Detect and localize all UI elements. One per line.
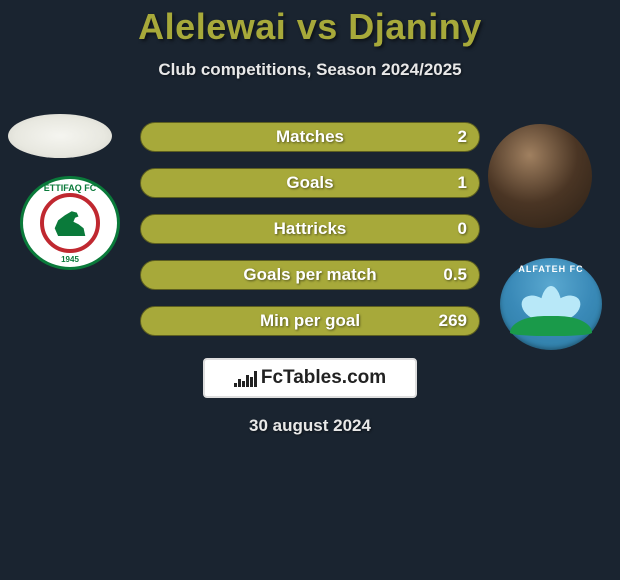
horse-icon [53, 210, 87, 236]
team-left-name: ETTIFAQ FC [44, 183, 97, 193]
page-title: Alelewai vs Djaniny [0, 0, 620, 48]
stat-label: Matches [276, 127, 344, 147]
bars-icon [234, 369, 257, 387]
team-right-band [510, 316, 592, 336]
page-subtitle: Club competitions, Season 2024/2025 [0, 60, 620, 80]
team-left-year: 1945 [61, 255, 79, 264]
stat-row: Matches 2 [140, 122, 480, 152]
team-left-logo: ETTIFAQ FC 1945 [20, 176, 120, 270]
stat-right-value: 2 [458, 127, 467, 147]
stat-label: Min per goal [260, 311, 360, 331]
stat-label: Goals [286, 173, 333, 193]
team-left-logo-inner [40, 193, 100, 253]
stat-right-value: 1 [458, 173, 467, 193]
snapshot-date: 30 august 2024 [0, 416, 620, 436]
team-right-logo: ALFATEH FC [500, 258, 602, 350]
stat-row: Min per goal 269 [140, 306, 480, 336]
stat-row: Goals per match 0.5 [140, 260, 480, 290]
stat-right-value: 0.5 [443, 265, 467, 285]
stat-right-value: 0 [458, 219, 467, 239]
stat-right-value: 269 [439, 311, 467, 331]
stat-row: Goals 1 [140, 168, 480, 198]
brand-badge: FcTables.com [203, 358, 417, 398]
stat-label: Hattricks [274, 219, 347, 239]
team-right-name: ALFATEH FC [500, 264, 602, 274]
player-left-avatar [8, 114, 112, 158]
player-right-avatar [488, 124, 592, 228]
stat-label: Goals per match [243, 265, 376, 285]
stat-row: Hattricks 0 [140, 214, 480, 244]
brand-text: FcTables.com [261, 367, 386, 389]
